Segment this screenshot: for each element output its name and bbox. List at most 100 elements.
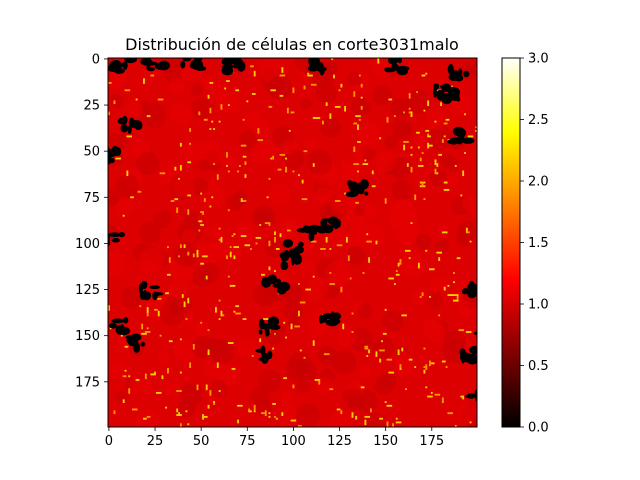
heatmap-zero-values xyxy=(108,58,477,402)
heatmap-cell-high xyxy=(447,412,454,415)
heatmap-texture-blob xyxy=(362,205,377,219)
heatmap-cell-high xyxy=(421,152,424,154)
heatmap-cell-high xyxy=(462,170,465,177)
heatmap-cell-high xyxy=(122,214,125,217)
heatmap-cell-zero xyxy=(108,322,117,329)
heatmap-cell-zero xyxy=(321,318,328,323)
heatmap-texture-blob xyxy=(190,83,204,97)
heatmap-texture-blob xyxy=(136,151,160,176)
heatmap-cell-high xyxy=(351,312,354,315)
heatmap-cell-high xyxy=(395,273,400,276)
heatmap-cell-high xyxy=(179,423,182,427)
heatmap-cell-high xyxy=(425,129,430,132)
heatmap-cell-high xyxy=(362,272,365,274)
heatmap-cell-high xyxy=(268,240,271,247)
heatmap-cell-high xyxy=(301,179,304,184)
heatmap-cell-high xyxy=(174,198,179,201)
heatmap-texture-blob xyxy=(218,238,242,263)
heatmap-cell-high xyxy=(441,397,444,404)
heatmap-cell-high xyxy=(227,209,230,212)
heatmap-cell-high xyxy=(170,200,175,202)
heatmap-cell-high xyxy=(401,314,407,317)
heatmap-cell-high xyxy=(344,105,347,112)
heatmap-texture-blob xyxy=(176,267,194,285)
heatmap-cell-high xyxy=(408,358,413,361)
heatmap-cell-high xyxy=(456,296,459,300)
heatmap-cell-high xyxy=(207,404,210,409)
heatmap-cell-high xyxy=(329,388,334,391)
heatmap-cell-high xyxy=(253,404,256,411)
heatmap-cell-high xyxy=(445,366,448,368)
heatmap-cell-zero xyxy=(180,60,186,69)
heatmap-cell-zero xyxy=(108,232,121,238)
heatmap-texture-blob xyxy=(462,195,477,212)
heatmap-cell-high xyxy=(434,159,437,166)
heatmap-cell-high xyxy=(275,417,278,420)
heatmap-cell-high xyxy=(434,393,441,396)
heatmap-cell-high xyxy=(143,417,147,420)
heatmap-cell-high xyxy=(176,207,179,213)
heatmap-cell-high xyxy=(353,163,359,166)
heatmap-texture-blob xyxy=(422,318,442,338)
heatmap-cell-high xyxy=(274,415,276,418)
heatmap-cell-high xyxy=(229,246,232,249)
heatmap-texture-blob xyxy=(358,365,371,379)
heatmap-cell-high xyxy=(430,391,433,394)
heatmap-cell-high xyxy=(399,259,402,265)
heatmap-cell-high xyxy=(475,129,477,132)
heatmap-cell-high xyxy=(242,155,247,158)
heatmap-cell-high xyxy=(150,74,155,77)
heatmap-cell-high xyxy=(205,384,208,391)
heatmap-cell-high xyxy=(253,410,256,413)
heatmap-texture-blob xyxy=(307,277,330,299)
heatmap-cell-high xyxy=(301,198,308,201)
heatmap-texture-blob xyxy=(108,189,120,207)
y-tick-label: 100 xyxy=(75,237,100,252)
heatmap-cell-high xyxy=(406,163,409,167)
heatmap-cell-high xyxy=(408,111,411,114)
heatmap-cell-high xyxy=(353,122,358,125)
heatmap-cell-high xyxy=(244,174,247,178)
heatmap-cell-high xyxy=(410,153,413,156)
heatmap-cell-high xyxy=(375,351,378,357)
heatmap-cell-high xyxy=(307,72,310,75)
heatmap-cell-high xyxy=(248,410,252,413)
heatmap-cell-high xyxy=(465,231,470,234)
heatmap-texture-blob xyxy=(314,187,333,205)
heatmap-cell-high xyxy=(146,415,151,418)
heatmap-cell-high xyxy=(285,157,287,160)
heatmap-cell-high xyxy=(408,257,411,260)
heatmap-cell-zero xyxy=(282,239,294,248)
heatmap-cell-high xyxy=(275,248,280,250)
heatmap-cell-high xyxy=(336,244,343,247)
heatmap-texture-blob xyxy=(197,158,211,172)
heatmap-cell-high xyxy=(357,141,361,143)
heatmap-cell-high xyxy=(386,358,393,361)
colorbar-tick-label: 0.5 xyxy=(528,359,549,374)
heatmap-texture-blob xyxy=(116,199,134,217)
heatmap-texture-blob xyxy=(300,98,312,110)
heatmap-cell-high xyxy=(135,379,140,381)
heatmap-cell-zero xyxy=(384,68,396,73)
heatmap-cell-high xyxy=(143,78,145,84)
heatmap-texture-blob xyxy=(285,358,308,381)
heatmap-cell-high xyxy=(128,375,131,378)
heatmap-cell-high xyxy=(453,299,459,302)
heatmap-cell-high xyxy=(299,301,306,304)
heatmap-cell-zero xyxy=(108,240,111,247)
heatmap-cell-high xyxy=(203,118,208,121)
heatmap-cell-high xyxy=(386,421,389,427)
heatmap-cell-high xyxy=(262,318,269,320)
heatmap-cell-high xyxy=(298,425,302,427)
heatmap-cell-high xyxy=(414,194,417,201)
heatmap-texture-blob xyxy=(395,356,416,377)
heatmap-cell-high xyxy=(429,360,431,367)
heatmap-texture-blob xyxy=(429,277,445,292)
heatmap-cell-zero xyxy=(147,293,152,297)
heatmap-texture-blob xyxy=(353,205,366,217)
heatmap-cell-high xyxy=(240,200,247,202)
heatmap-cell-high xyxy=(209,390,212,396)
heatmap-cell-high xyxy=(200,321,203,324)
heatmap-cell-high xyxy=(421,74,426,77)
heatmap-cell-high xyxy=(290,111,295,114)
